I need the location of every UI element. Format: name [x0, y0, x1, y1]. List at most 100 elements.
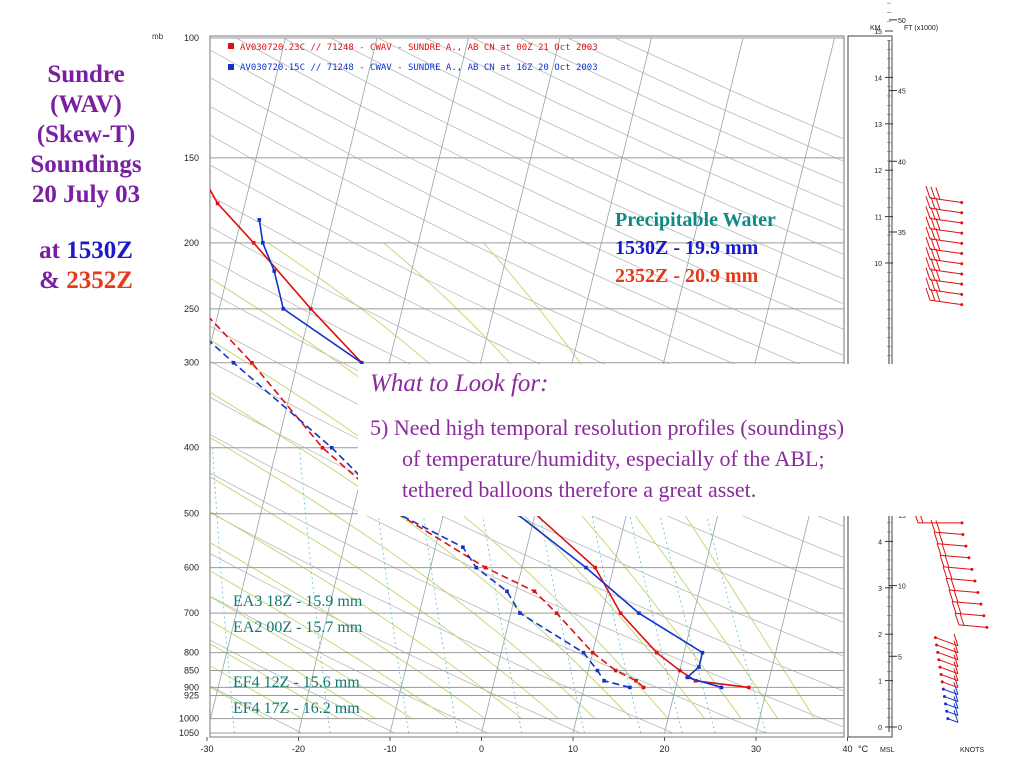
temperature-tick-label: 20 [659, 744, 669, 754]
wind-barb-shaft [938, 659, 959, 668]
wind-barb-station [964, 544, 968, 548]
legend-swatch-red [228, 43, 234, 49]
wind-barb-flag [935, 217, 941, 231]
dry-adiabat [210, 134, 844, 439]
wind-barb-station [938, 665, 942, 669]
sounding-point [532, 589, 537, 594]
wind-barb-flag [935, 289, 941, 302]
station-pw-ef4-17z: EF4 17Z - 16.2 mm [233, 700, 360, 717]
wind-barb-flag [930, 196, 936, 210]
slide-title: Sundre (WAV) (Skew-T) Soundings 20 July … [6, 60, 166, 296]
km-tick-label: 11 [875, 215, 882, 222]
wind-barb-shaft [947, 718, 959, 723]
title-line-5: 20 July 03 [31, 181, 141, 208]
wind-barb-station [970, 567, 974, 571]
moist-adiabat [210, 620, 376, 720]
wind-barb-flag [925, 236, 931, 250]
wind-barb-shaft [929, 269, 962, 275]
sounding-point [231, 360, 236, 365]
wind-barb-shaft [942, 681, 959, 689]
pressure-tick-label: 300 [184, 358, 199, 368]
sounding-point [581, 650, 586, 655]
title-line-2: (WAV) [50, 91, 122, 118]
dry-adiabat [210, 76, 844, 383]
wind-barb-shaft [943, 688, 959, 695]
wind-barb-shaft [935, 637, 959, 647]
km-tick-label: 10 [874, 261, 882, 268]
wind-barb-flag [935, 207, 941, 221]
wind-barb-flag [925, 226, 931, 240]
precipitable-water-1530: 1530Z - 19.9 mm [615, 237, 759, 259]
title-line-4: Soundings [30, 151, 142, 178]
what-to-look-for-text: 5) Need high temporal resolution profile… [370, 412, 980, 505]
sounding-point [593, 565, 597, 570]
sounding-point [272, 269, 277, 273]
temperature-tick-label: -30 [200, 744, 213, 754]
wind-barb-shaft [929, 207, 962, 214]
wind-barb-flag [935, 258, 941, 272]
wind-barb-shaft [939, 666, 959, 675]
wind-barb-flag [930, 227, 936, 240]
wind-barb-station [960, 241, 964, 245]
wind-barb-flag [930, 206, 936, 220]
wind-barb-station [960, 221, 964, 225]
dry-adiabat [210, 472, 766, 734]
pressure-tick-label: 900 [184, 682, 199, 692]
wind-barb-station [985, 625, 989, 629]
pressure-tick-label: 100 [184, 33, 199, 43]
wind-barb-flag [925, 277, 931, 291]
pressure-tick-label: 925 [184, 691, 199, 701]
dry-adiabat [210, 49, 844, 357]
dry-adiabat [210, 325, 844, 623]
what-to-look-for-title: What to Look for: [370, 370, 549, 397]
wind-barb-shaft [936, 644, 959, 654]
wind-barb-station [940, 680, 944, 684]
temperature-tick-label: 30 [751, 744, 761, 754]
legend-swatch-blue [228, 64, 234, 70]
wind-barb-station [961, 533, 965, 537]
sounding-point [602, 678, 606, 683]
pressure-tick-label: 850 [184, 666, 199, 676]
knots-label: KNOTS [960, 747, 984, 754]
sounding-point [697, 665, 701, 669]
wind-barb-station [946, 717, 950, 721]
wind-barb-flag [953, 640, 959, 653]
wind-barb-flag [930, 186, 936, 199]
sounding-point [618, 611, 623, 615]
wind-barb-flag [951, 601, 957, 614]
km-tick-label: 0 [878, 725, 882, 732]
pressure-tick-label: 700 [184, 608, 199, 618]
station-pw-ef4-12z: EF4 12Z - 15.6 mm [233, 674, 360, 691]
wind-barb-flag [953, 668, 959, 681]
dry-adiabat [210, 226, 844, 527]
wind-barb-flag [959, 613, 965, 626]
wind-barb-flag [945, 577, 951, 591]
legend-entry-red: AV030720.23C // 71248 - CWAV - SUNDRE A.… [240, 43, 598, 53]
wind-barb-flag [950, 578, 956, 591]
wind-barb-flag [935, 238, 941, 251]
wind-barb-shaft [946, 710, 959, 716]
wind-barb-station [976, 591, 980, 595]
dry-adiabat [210, 360, 844, 657]
ft-tick-label: 45 [898, 89, 906, 96]
wind-barb-flag [942, 566, 948, 579]
wind-barb-flag [953, 710, 959, 723]
sounding-point [613, 668, 618, 673]
wind-barb-flag [935, 248, 941, 261]
sounding-point [654, 650, 659, 655]
km-tick-label: 4 [878, 539, 882, 546]
sounding-point [215, 201, 220, 206]
sounding-point [700, 650, 705, 655]
wind-barb-flag [953, 633, 959, 646]
pressure-tick-label: 500 [184, 509, 199, 519]
wind-barb-shaft [929, 238, 962, 244]
pressure-tick-label: 200 [184, 238, 199, 248]
dry-adiabat [210, 105, 844, 411]
wind-barb-flag [948, 589, 954, 602]
station-pw-upper: EA3 18Z - 15.9 mm EA2 00Z - 15.7 mm [233, 589, 362, 641]
wind-barb-shaft [929, 299, 962, 306]
wind-barb-flag [953, 689, 959, 702]
wind-barb-station [944, 702, 948, 706]
dry-adiabat [210, 639, 395, 734]
wind-barb-station [937, 658, 941, 662]
